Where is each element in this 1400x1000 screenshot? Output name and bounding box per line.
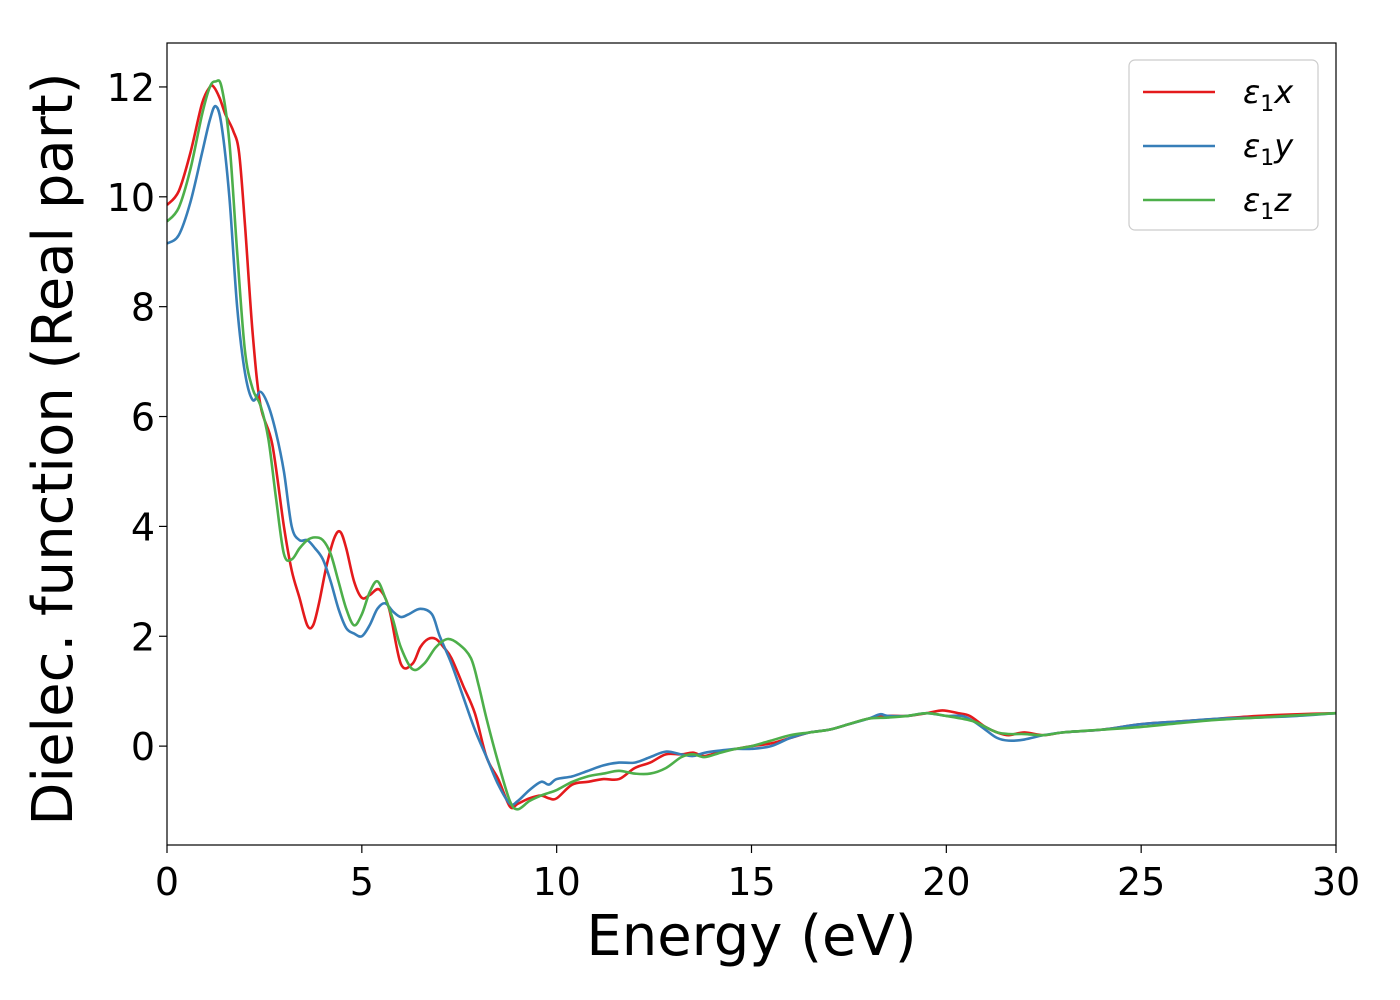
legend-item-z: ε1z <box>1143 181 1292 225</box>
x-axis-label: Energy (eV) <box>586 904 916 969</box>
legend-box <box>1128 59 1319 231</box>
y-axis-ticks: 0 2 4 6 8 10 12 <box>107 66 167 769</box>
x-axis-ticks: 0 5 10 15 20 25 30 <box>155 845 1360 904</box>
x-tick-label: 0 <box>155 860 179 904</box>
legend-label: ε1y <box>1243 127 1294 171</box>
legend-item-x: ε1x <box>1143 73 1294 117</box>
y-tick-label: 2 <box>131 615 155 659</box>
legend-item-y: ε1y <box>1143 127 1294 171</box>
x-tick-label: 15 <box>727 860 775 904</box>
series-layer <box>167 79 1336 811</box>
y-tick-label: 10 <box>107 176 155 220</box>
x-tick-label: 30 <box>1312 860 1360 904</box>
x-tick-label: 20 <box>922 860 970 904</box>
y-tick-label: 0 <box>131 725 155 769</box>
legend: ε1x ε1y ε1z <box>1128 59 1319 231</box>
y-tick-label: 6 <box>131 396 155 440</box>
y-tick-label: 8 <box>131 286 155 330</box>
series-line-z <box>167 79 1336 811</box>
x-tick-label: 5 <box>350 860 374 904</box>
legend-label: ε1x <box>1243 73 1294 117</box>
x-tick-label: 10 <box>532 860 580 904</box>
y-tick-label: 4 <box>131 505 155 549</box>
series-line-y <box>167 104 1336 807</box>
x-tick-label: 25 <box>1117 860 1165 904</box>
legend-label: ε1z <box>1243 181 1292 225</box>
y-axis-label: Dielec. function (Real part) <box>21 72 86 825</box>
y-tick-label: 12 <box>107 66 155 110</box>
series-line-x <box>167 83 1336 810</box>
